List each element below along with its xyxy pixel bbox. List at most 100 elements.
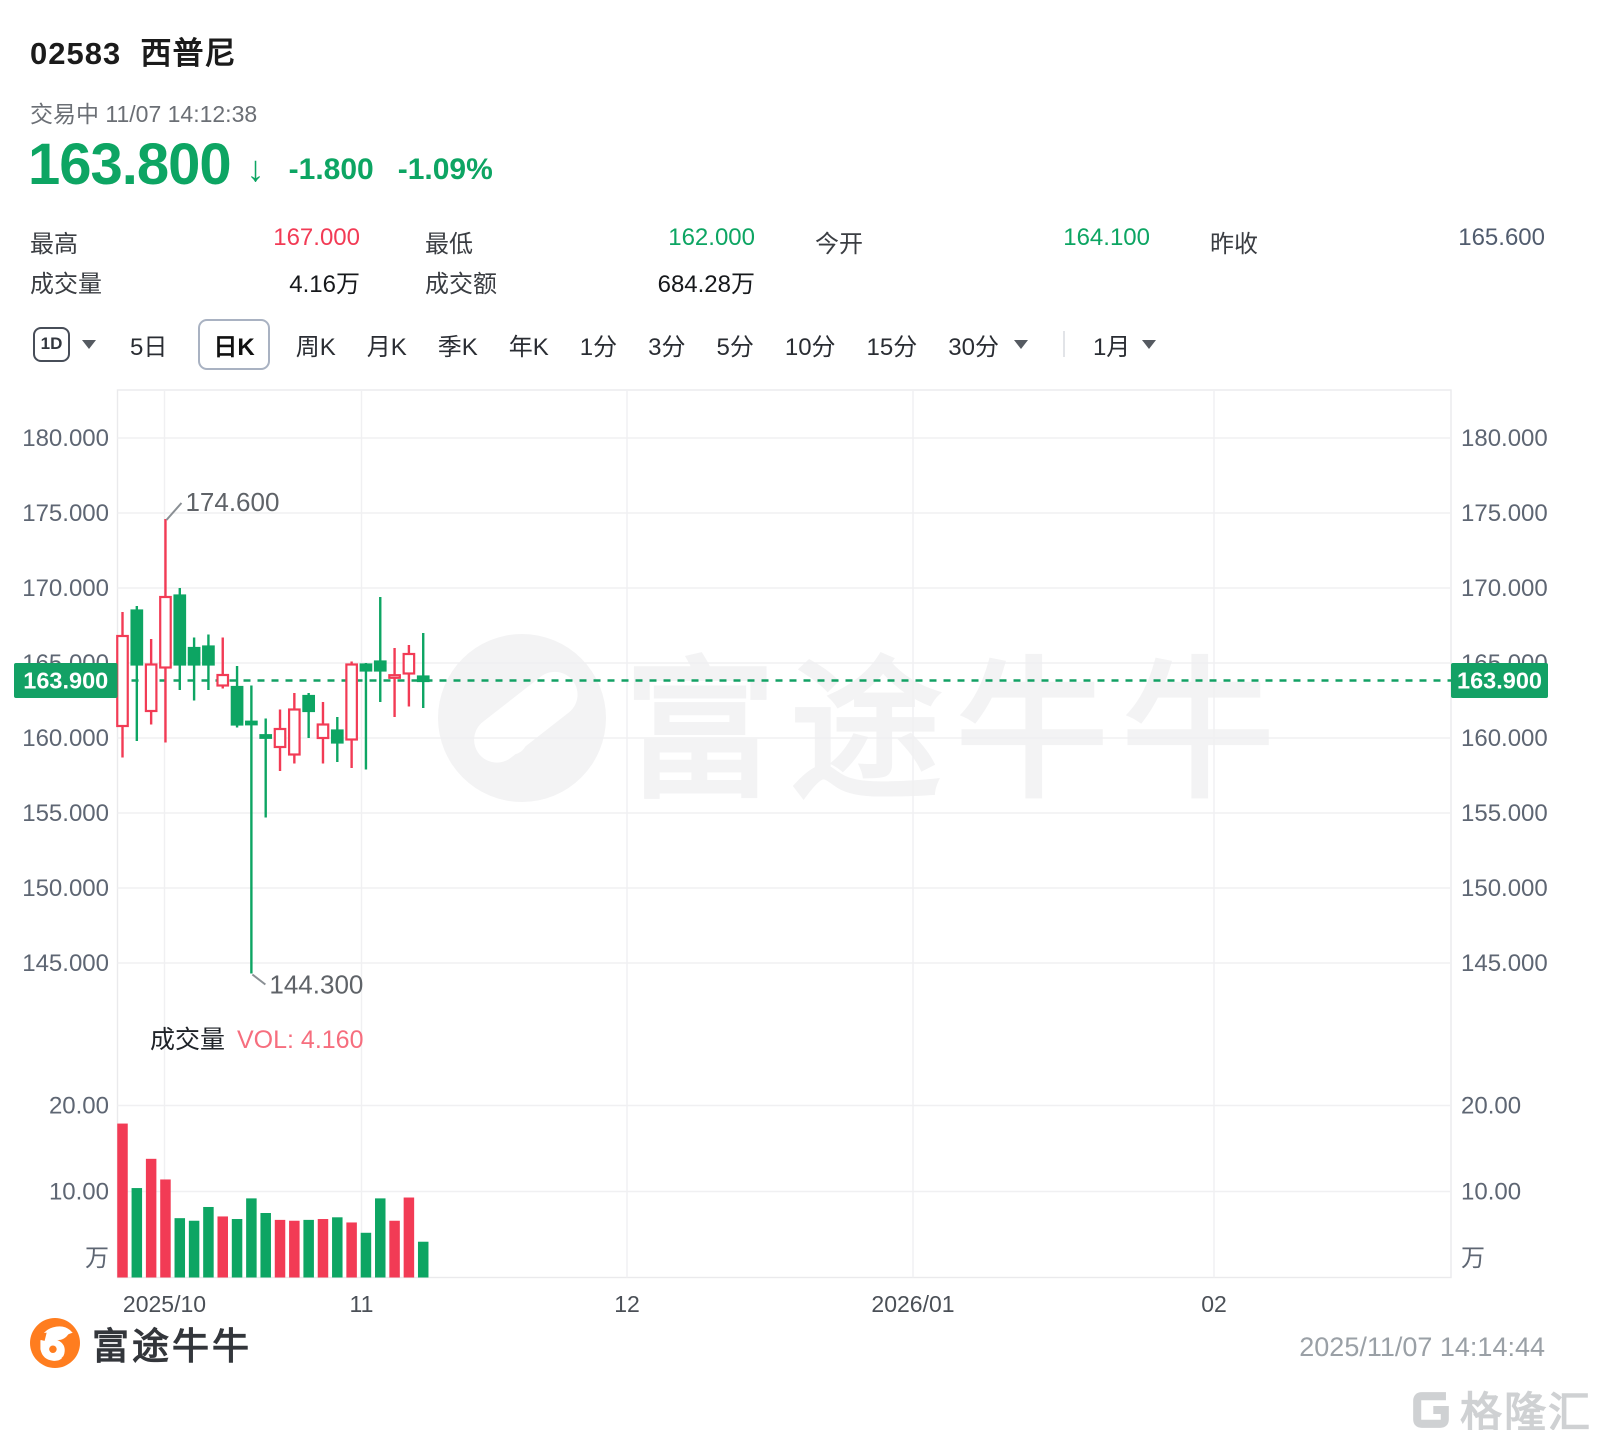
candle-body[interactable]	[230, 685, 244, 726]
candle-body[interactable]	[402, 652, 416, 675]
candle-body[interactable]	[345, 663, 358, 741]
candle-body[interactable]	[273, 727, 287, 749]
stat-low-value: 162.000	[668, 224, 755, 251]
price-axis-label-left: 180.000	[22, 425, 109, 452]
price-axis-label-left: 170.000	[22, 575, 109, 602]
volume-bar[interactable]	[274, 1219, 286, 1278]
candle-body[interactable]	[316, 723, 330, 740]
tab-3分[interactable]: 3分	[648, 333, 686, 361]
stat-open-label: 今开	[815, 231, 863, 258]
tab-5分[interactable]: 5分	[716, 333, 754, 361]
volume-bar[interactable]	[360, 1232, 372, 1278]
tab-1month[interactable]: 1月	[1092, 333, 1131, 361]
volume-bar[interactable]	[174, 1218, 186, 1278]
futu-brand: 富途牛牛	[30, 1316, 252, 1370]
volume-bar[interactable]	[188, 1220, 200, 1278]
volume-current-value: VOL: 4.160	[237, 1026, 363, 1054]
price-axis-label-left: 155.000	[22, 800, 109, 827]
down-arrow-icon: ↓	[246, 148, 265, 189]
gelonghui-watermark: 格隆汇	[1408, 1379, 1592, 1430]
candle-body[interactable]	[159, 595, 172, 669]
candle-body[interactable]	[116, 634, 129, 728]
screenshot-timestamp: 2025/11/07 14:14:44	[1299, 1332, 1545, 1362]
volume-bar[interactable]	[403, 1197, 415, 1278]
candle-body[interactable]	[187, 646, 201, 666]
futu-logo-watermark-icon	[438, 634, 606, 802]
volume-bar[interactable]	[145, 1158, 157, 1278]
volume-bar[interactable]	[117, 1123, 128, 1278]
stat-turnover-value: 684.28万	[657, 271, 755, 298]
stat-volume-label: 成交量	[30, 271, 102, 298]
gelonghui-logo-icon	[1413, 1391, 1449, 1428]
volume-bar[interactable]	[246, 1198, 257, 1278]
candle-body[interactable]	[130, 609, 144, 666]
date-label: 2026/01	[871, 1291, 954, 1317]
date-label: 02	[1201, 1291, 1227, 1317]
tab-月K[interactable]: 月K	[366, 333, 407, 361]
low-annotation-line	[251, 973, 266, 986]
price-axis-label-left: 150.000	[22, 875, 109, 902]
stock-code: 02583	[30, 36, 122, 71]
candle-body[interactable]	[302, 694, 316, 713]
futu-watermark-text: 富途牛牛	[624, 647, 1288, 817]
volume-bar[interactable]	[260, 1213, 271, 1278]
price-row: 163.800 ↓ -1.800 -1.09%	[28, 136, 493, 194]
volume-bar[interactable]	[203, 1206, 214, 1278]
volume-bar[interactable]	[417, 1241, 429, 1278]
candle-body[interactable]	[259, 734, 273, 739]
candle-body[interactable]	[216, 673, 230, 687]
period-toolbar: 1D 5日 日K 周K 月K 季K 年K 1分 3分 5分 10分 15分 30分 1月	[33, 318, 1157, 370]
candle-body[interactable]	[416, 675, 430, 683]
tab-年K[interactable]: 年K	[508, 333, 549, 361]
volume-axis-label-right: 10.00	[1461, 1179, 1521, 1206]
high-annotation-label: 174.600	[185, 487, 279, 517]
gelonghui-watermark-text: 格隆汇	[1460, 1389, 1593, 1430]
chevron-down-icon[interactable]	[82, 339, 96, 349]
volume-bar[interactable]	[346, 1222, 357, 1278]
chevron-down-icon[interactable]	[1142, 339, 1157, 349]
volume-bar[interactable]	[289, 1220, 300, 1278]
tab-30分[interactable]: 30分	[948, 333, 999, 361]
tab-5日[interactable]: 5日	[130, 333, 168, 361]
low-annotation-label: 144.300	[269, 970, 363, 1000]
price-axis-label-left: 160.000	[22, 725, 109, 752]
tab-10分[interactable]: 10分	[784, 333, 836, 361]
tab-日K[interactable]: 日K	[198, 318, 270, 370]
volume-bar[interactable]	[303, 1219, 314, 1278]
volume-bar[interactable]	[160, 1179, 171, 1278]
candle-body[interactable]	[245, 720, 258, 726]
candle-body[interactable]	[373, 660, 387, 672]
volume-unit-left: 万	[85, 1245, 109, 1272]
price-axis-label-right: 170.000	[1461, 575, 1548, 602]
volume-bar[interactable]	[231, 1219, 243, 1278]
stat-prev-close-value: 165.600	[1458, 224, 1545, 251]
price-axis-label-left: 145.000	[22, 950, 109, 977]
tab-季K[interactable]: 季K	[437, 333, 478, 361]
price-axis-label-right: 150.000	[1461, 875, 1548, 902]
candle-body[interactable]	[173, 594, 187, 666]
period-tabs: 5日 日K 周K 月K 季K 年K 1分 3分 5分 10分 15分 30分	[130, 318, 1059, 370]
volume-bar[interactable]	[131, 1188, 143, 1278]
volume-bar[interactable]	[217, 1216, 228, 1278]
tab-周K[interactable]: 周K	[295, 333, 336, 361]
volume-bar[interactable]	[332, 1217, 343, 1278]
volume-bar[interactable]	[389, 1220, 400, 1278]
candle-body[interactable]	[202, 645, 215, 666]
candle-body[interactable]	[287, 708, 301, 756]
tab-15分[interactable]: 15分	[866, 333, 918, 361]
volume-bar[interactable]	[375, 1198, 386, 1278]
candle-body[interactable]	[359, 663, 373, 672]
candle-body[interactable]	[330, 729, 344, 744]
date-label: 11	[350, 1291, 374, 1317]
volume-bar[interactable]	[317, 1219, 329, 1278]
current-price-badge-left-label: 163.900	[23, 668, 108, 694]
range-selector-button[interactable]: 1D	[33, 326, 70, 362]
price-axis-label-right: 180.000	[1461, 425, 1548, 452]
candle-body[interactable]	[388, 674, 401, 679]
candle-body[interactable]	[144, 663, 158, 713]
futu-watermark: 富途牛牛	[438, 608, 1288, 828]
chevron-down-icon[interactable]	[1013, 339, 1028, 349]
tab-1分[interactable]: 1分	[579, 333, 618, 361]
